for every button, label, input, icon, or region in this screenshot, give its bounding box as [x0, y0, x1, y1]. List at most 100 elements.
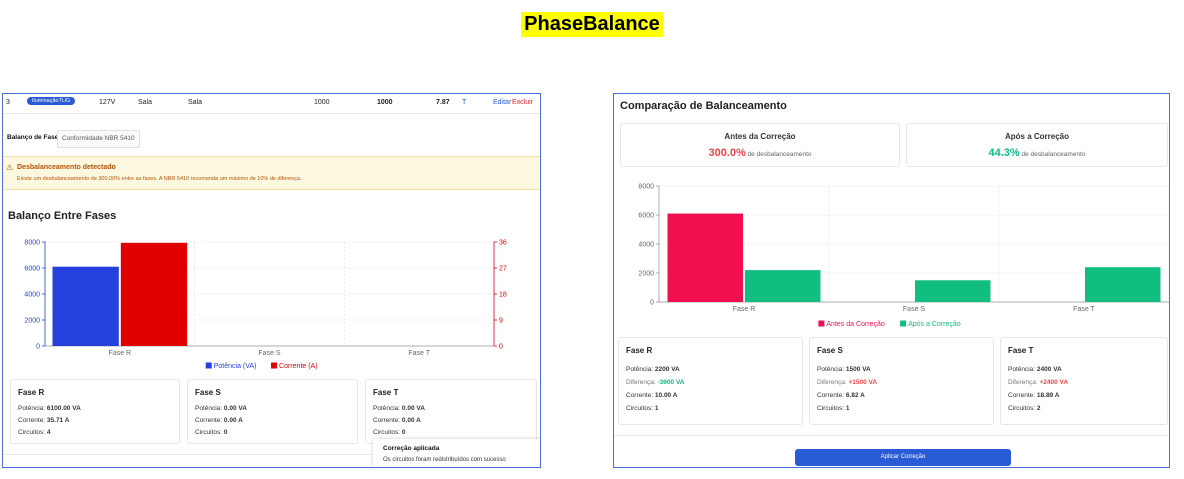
y-tick-label: 4000: [24, 292, 40, 299]
y2-tick-label: 9: [499, 318, 503, 325]
bar: [667, 213, 743, 302]
edit-link[interactable]: Editar: [493, 99, 512, 106]
card-line-circuits: Circuitos: 1: [626, 405, 659, 412]
delete-link[interactable]: Excluir: [512, 99, 534, 106]
y2-tick-label: 0: [499, 344, 503, 351]
y2-tick-label: 18: [499, 292, 507, 299]
tab-phase-balance[interactable]: Balanço de Fases: [7, 134, 62, 141]
legend-swatch: [818, 320, 825, 327]
phase-card-s: Fase S Potência: 1500 VA Diferença: +150…: [809, 337, 994, 425]
row-value-1: 1000: [314, 99, 330, 106]
row-value-2: 1000: [377, 99, 393, 106]
bar: [120, 242, 188, 346]
phase-balance-panel: 3 IluminaçãoTUG 127V Sala Sala 1000 1000…: [2, 93, 541, 468]
apply-correction-button[interactable]: Aplicar Correção: [795, 449, 1011, 466]
row-phase: T: [462, 99, 467, 106]
phase-card-s: Fase S Potência: 0.00 VA Corrente: 0.00 …: [187, 379, 358, 444]
phase-balance-chart: 0 2000 4000 6000 8000 0 9 18 27 36 Fase R Fase S Fas…: [24, 240, 507, 371]
card-line-circuits: Circuitos: 0: [195, 429, 228, 436]
row-value-3: 7.87: [436, 99, 450, 106]
card-line-current: Corrente: 0.00 A: [195, 417, 243, 424]
y-tick-label: 2000: [638, 271, 654, 278]
before-label: Antes da Correção: [724, 132, 796, 141]
card-line-current: Corrente: 35.71 A: [18, 417, 70, 424]
card-title: Fase S: [817, 346, 843, 355]
divider: [3, 454, 540, 455]
legend-swatch: [271, 362, 278, 369]
toast-message: Os circuitos foram redistribuídos com su…: [383, 457, 506, 463]
circuit-type-badge: IluminaçãoTUG: [27, 97, 76, 105]
x-tick-label: Fase T: [408, 350, 430, 357]
legend-label: Antes da Correção: [826, 321, 884, 328]
row-room-2: Sala: [188, 99, 203, 106]
card-title: Fase T: [1008, 346, 1034, 355]
after-value: 44.3% de desbalanceamento: [988, 147, 1086, 159]
after-summary: Após a Correção 44.3% de desbalanceament…: [906, 123, 1168, 167]
balance-comparison-panel: Comparação de Balanceamento Antes da Cor…: [613, 93, 1170, 468]
card-line-difference: Diferença: +1500 VA: [817, 379, 878, 386]
row-number: 3: [6, 99, 10, 106]
before-summary: Antes da Correção 300.0% de desbalanceam…: [620, 123, 900, 167]
x-tick-label: Fase R: [109, 350, 132, 357]
row-voltage: 127V: [99, 99, 116, 106]
bar: [745, 270, 821, 302]
y2-tick-label: 36: [499, 240, 507, 247]
legend-swatch: [205, 362, 212, 369]
y-tick-label: 2000: [24, 318, 40, 325]
card-line-current: Corrente: 6.82 A: [817, 392, 865, 399]
toast-title: Correção aplicada: [383, 445, 440, 452]
row-room: Sala: [138, 99, 153, 106]
y-tick-label: 6000: [638, 213, 654, 220]
alert-message: Existe um desbalanceamento de 300.00% en…: [17, 176, 302, 182]
card-line-power: Potência: 0.00 VA: [195, 405, 247, 412]
imbalance-alert: ⚠ Desbalanceamento detectado Existe um d…: [3, 156, 540, 190]
card-line-difference: Diferença: +2400 VA: [1008, 379, 1069, 386]
x-tick-label: Fase S: [903, 306, 926, 313]
bar: [52, 266, 119, 346]
card-line-current: Corrente: 18.89 A: [1008, 392, 1060, 399]
divider: [614, 435, 1169, 436]
card-title: Fase S: [195, 388, 221, 397]
card-line-power: Potência: 2400 VA: [1008, 366, 1062, 373]
table-row: 3 IluminaçãoTUG 127V Sala Sala 1000 1000…: [3, 94, 540, 112]
phase-card-t: Fase T Potência: 2400 VA Diferença: +240…: [1000, 337, 1168, 425]
legend-swatch: [900, 320, 907, 327]
legend-label: Potência (VA): [214, 363, 257, 370]
card-line-difference: Diferença: -3900 VA: [626, 379, 685, 386]
warning-icon: ⚠: [6, 163, 14, 172]
app-title: PhaseBalance: [521, 12, 663, 37]
y-tick-label: 6000: [24, 266, 40, 273]
tab-nbr-compliance[interactable]: Conformidade NBR 5410: [57, 130, 140, 148]
x-tick-label: Fase T: [1073, 306, 1095, 313]
card-line-power: Potência: 6100.00 VA: [18, 405, 81, 412]
bar: [915, 280, 991, 302]
card-line-power: Potência: 2200 VA: [626, 366, 680, 373]
before-value: 300.0% de desbalanceamento: [708, 147, 812, 159]
card-line-circuits: Circuitos: 1: [817, 405, 850, 412]
x-tick-label: Fase R: [733, 306, 756, 313]
card-line-circuits: Circuitos: 2: [1008, 405, 1041, 412]
bar: [1085, 267, 1161, 302]
section-title: Comparação de Balanceamento: [620, 100, 787, 112]
x-tick-label: Fase S: [258, 350, 281, 357]
after-label: Após a Correção: [1004, 132, 1070, 141]
legend-label: Após a Correção: [908, 321, 961, 328]
y-tick-label: 0: [650, 300, 654, 307]
card-title: Fase T: [373, 388, 399, 397]
y2-tick-label: 27: [499, 266, 507, 273]
section-title: Balanço Entre Fases: [8, 210, 117, 222]
card-line-power: Potência: 0.00 VA: [373, 405, 425, 412]
y-tick-label: 4000: [638, 242, 654, 249]
card-title: Fase R: [18, 388, 45, 397]
alert-title: Desbalanceamento detectado: [17, 164, 116, 171]
phase-card-r: Fase R Potência: 2200 VA Diferença: -390…: [618, 337, 803, 425]
comparison-chart: 0 2000 4000 6000 8000 Fase R Fase S Fase T Antes…: [638, 184, 1169, 328]
y-tick-label: 8000: [24, 240, 40, 247]
card-line-current: Corrente: 0.00 A: [373, 417, 421, 424]
legend-label: Corrente (A): [279, 363, 318, 370]
y-tick-label: 8000: [638, 184, 654, 191]
card-title: Fase R: [626, 346, 653, 355]
card-line-current: Corrente: 10.00 A: [626, 392, 678, 399]
phase-card-t: Fase T Potência: 0.00 VA Corrente: 0.00 …: [365, 379, 537, 444]
phase-card-r: Fase R Potência: 6100.00 VA Corrente: 35…: [10, 379, 180, 444]
